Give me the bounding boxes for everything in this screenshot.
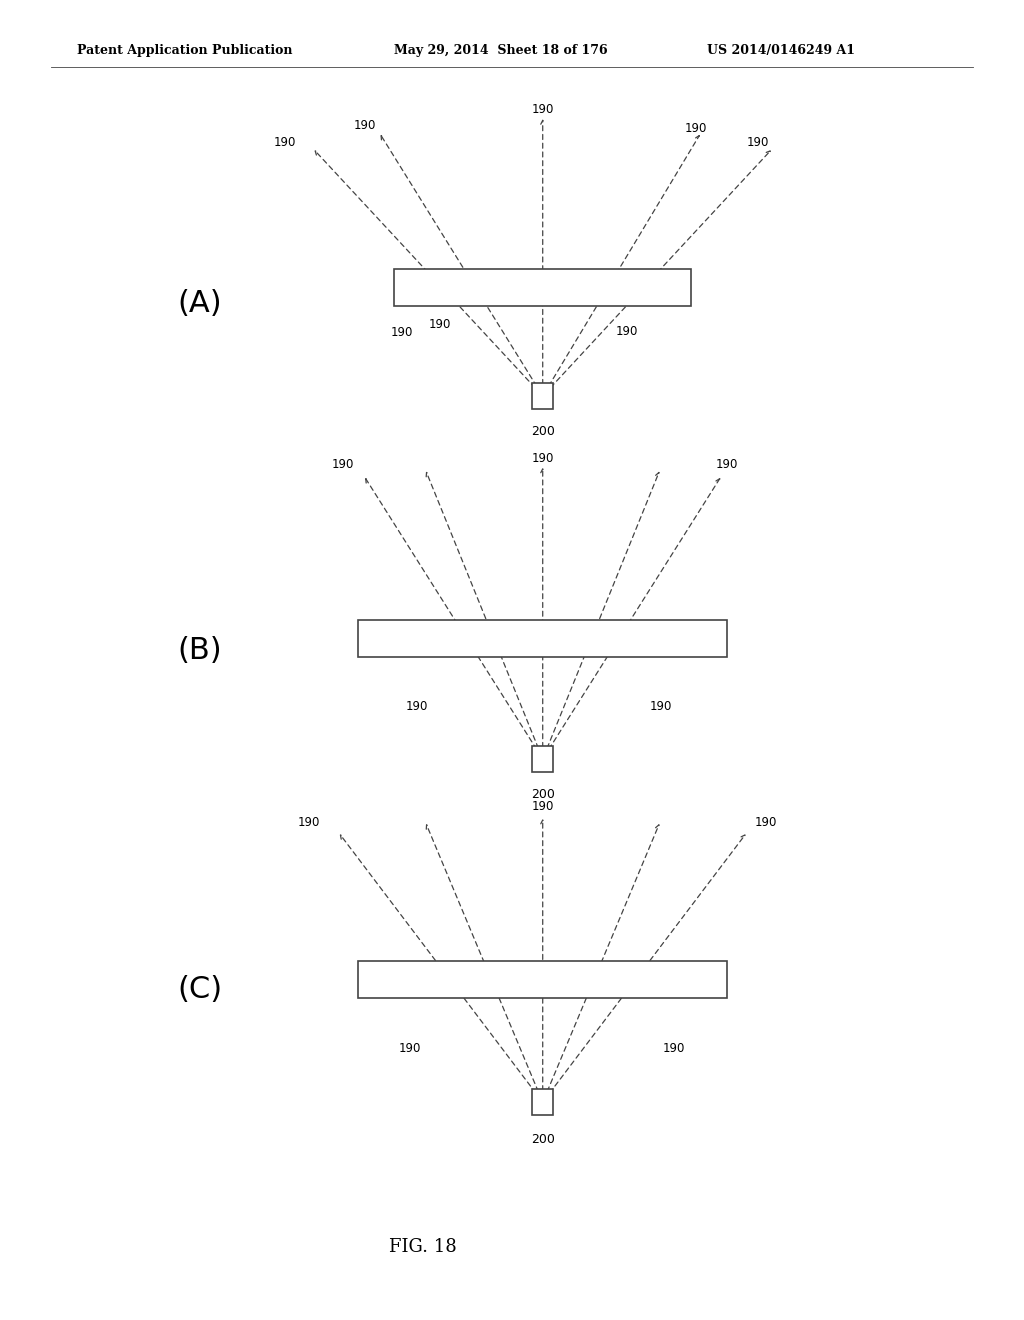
Bar	[394, 269, 691, 306]
Text: 190: 190	[332, 458, 354, 471]
Text: 190: 190	[273, 136, 296, 149]
Text: 525: 525	[520, 632, 545, 645]
Text: 200: 200	[530, 788, 555, 801]
Text: (C): (C)	[177, 975, 222, 1005]
Text: 190: 190	[685, 121, 708, 135]
Text: 190: 190	[531, 103, 554, 116]
Text: (B): (B)	[177, 636, 222, 665]
Text: 190: 190	[663, 1041, 685, 1055]
Text: 190: 190	[429, 318, 452, 331]
Text: 190: 190	[716, 458, 738, 471]
Bar	[358, 620, 727, 657]
Text: FIG. 18: FIG. 18	[389, 1238, 457, 1257]
Text: US 2014/0146249 A1: US 2014/0146249 A1	[707, 44, 855, 57]
Text: 190: 190	[353, 119, 376, 132]
Bar	[532, 383, 553, 409]
Text: 524: 524	[520, 281, 545, 294]
Text: 190: 190	[531, 451, 554, 465]
Text: 190: 190	[746, 136, 769, 149]
Text: 200: 200	[530, 1133, 555, 1146]
Text: 190: 190	[615, 325, 638, 338]
Bar	[358, 961, 727, 998]
Text: 190: 190	[406, 700, 428, 713]
Text: 190: 190	[398, 1041, 421, 1055]
Text: 190: 190	[298, 816, 321, 829]
Text: (A): (A)	[177, 289, 222, 318]
Text: May 29, 2014  Sheet 18 of 176: May 29, 2014 Sheet 18 of 176	[394, 44, 608, 57]
Text: 525: 525	[520, 973, 545, 986]
Text: Patent Application Publication: Patent Application Publication	[77, 44, 292, 57]
Text: 190: 190	[531, 800, 554, 813]
Bar	[532, 1089, 553, 1115]
Text: 190: 190	[649, 700, 672, 713]
Text: 190: 190	[755, 816, 777, 829]
Bar	[532, 746, 553, 772]
Text: 190: 190	[390, 326, 413, 339]
Text: 200: 200	[530, 425, 555, 438]
